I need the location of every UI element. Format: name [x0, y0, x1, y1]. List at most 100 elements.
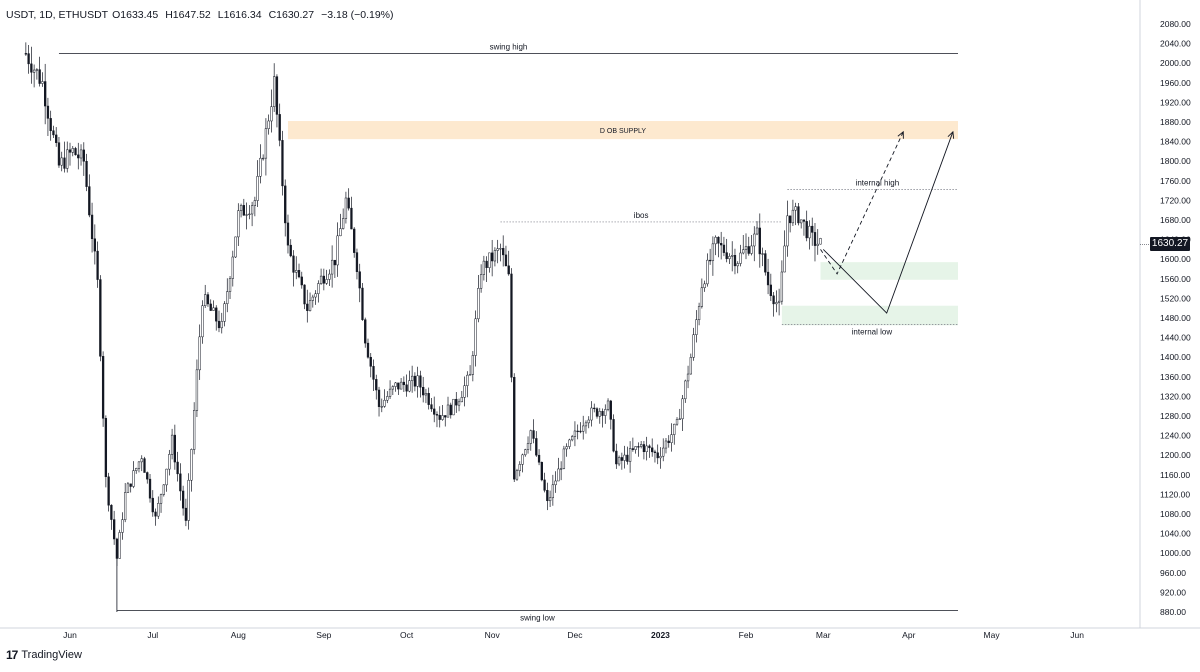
current-price-badge: 1630.27 — [1150, 237, 1190, 252]
candle-body — [797, 206, 800, 224]
candle-body — [383, 399, 386, 407]
y-tick-label: 1760.00 — [1160, 176, 1191, 186]
axes-layer: 880.00 920.00 960.00 1000.00 1040.00 1080.00 1… — [0, 0, 1200, 640]
candle-body — [471, 355, 474, 375]
candle-body — [518, 464, 521, 471]
supply-zone — [287, 121, 958, 140]
candle-body — [573, 430, 577, 437]
candle-body — [391, 386, 394, 390]
candle-body — [300, 276, 303, 286]
candle-body — [181, 490, 185, 509]
level-label: ibos — [634, 211, 649, 220]
candle-body — [369, 356, 372, 367]
candle-body — [626, 454, 629, 462]
candle-body — [220, 321, 223, 329]
y-tick-label: 1840.00 — [1160, 137, 1191, 147]
y-tick-label: 2040.00 — [1160, 39, 1191, 49]
x-tick-label: 2023 — [651, 630, 670, 640]
candle-body — [422, 386, 425, 396]
x-tick-label: Aug — [231, 630, 246, 640]
candle-body — [537, 454, 541, 463]
candle-body — [179, 473, 182, 492]
low-value: L1616.34 — [217, 9, 262, 21]
candle-body — [88, 186, 91, 216]
tradingview-logo[interactable]: 17 TradingView — [6, 648, 82, 662]
y-tick-label: 1440.00 — [1160, 333, 1191, 343]
candle-body — [708, 259, 712, 262]
candle-body — [347, 197, 350, 209]
candle-body — [496, 248, 499, 251]
candle-body — [292, 255, 295, 273]
candle-body — [380, 406, 383, 408]
candle-body — [477, 288, 480, 320]
candle-body — [513, 377, 516, 480]
candle-body — [239, 205, 243, 211]
candle-body — [32, 69, 36, 73]
candle-body — [245, 214, 248, 216]
candle-body — [187, 479, 190, 521]
candle-body — [463, 385, 466, 398]
candle-body — [780, 271, 784, 302]
candle-body — [435, 414, 439, 416]
y-tick-label: 880.00 — [1160, 607, 1186, 617]
candle-body — [273, 76, 276, 107]
candle-body — [176, 461, 179, 475]
candle-body — [706, 259, 709, 285]
candle-body — [74, 148, 77, 156]
candle-body — [764, 253, 767, 273]
candle-body — [455, 398, 458, 406]
candle-body — [57, 142, 61, 166]
candle-body — [303, 284, 306, 305]
y-tick-label: 1520.00 — [1160, 293, 1191, 303]
x-tick-label: Feb — [739, 630, 754, 640]
candle-body — [140, 458, 143, 463]
candle-body — [504, 254, 508, 267]
candle-body — [317, 283, 320, 294]
candle-body — [110, 504, 113, 520]
candle-body — [325, 279, 328, 284]
candle-body — [93, 238, 96, 252]
symbol-label[interactable]: USDT, 1D, ETHUSDT — [6, 9, 109, 21]
candle-body — [554, 480, 557, 486]
candle-body — [675, 419, 679, 425]
candle-body — [744, 246, 748, 250]
candle-body — [430, 404, 433, 410]
candle-body — [568, 439, 571, 447]
y-tick-label: 1720.00 — [1160, 195, 1191, 205]
candle-body — [344, 197, 348, 219]
x-tick-label: Nov — [485, 630, 501, 640]
candle-body — [405, 384, 408, 392]
candle-body — [193, 410, 196, 450]
candle-body — [783, 245, 786, 273]
candle-body — [30, 63, 33, 73]
y-tick-label: 1000.00 — [1160, 548, 1191, 558]
candle-body — [234, 236, 237, 258]
candles-layer — [24, 42, 822, 612]
candle-body — [41, 81, 44, 84]
candle-body — [725, 252, 728, 260]
candle-body — [546, 490, 549, 502]
candle-body — [394, 382, 397, 387]
arrow-head-icon — [897, 130, 904, 139]
candle-body — [68, 149, 72, 153]
candle-body — [623, 454, 626, 461]
x-tick-label: Jun — [63, 630, 77, 640]
candle-body — [143, 458, 146, 473]
candle-body — [686, 373, 690, 382]
candle-body — [609, 400, 612, 420]
candle-body — [261, 157, 265, 160]
candle-body — [99, 279, 102, 357]
candle-body — [720, 243, 723, 246]
candle-body — [444, 415, 447, 418]
candle-body — [532, 430, 535, 439]
high-value: H1647.52 — [165, 9, 211, 21]
y-tick-label: 2080.00 — [1160, 19, 1191, 29]
candle-body — [96, 250, 99, 280]
candle-body — [582, 425, 585, 432]
candle-body — [601, 411, 604, 416]
candle-body — [617, 457, 621, 465]
candle-body — [104, 418, 108, 478]
projections-layer — [820, 130, 955, 314]
